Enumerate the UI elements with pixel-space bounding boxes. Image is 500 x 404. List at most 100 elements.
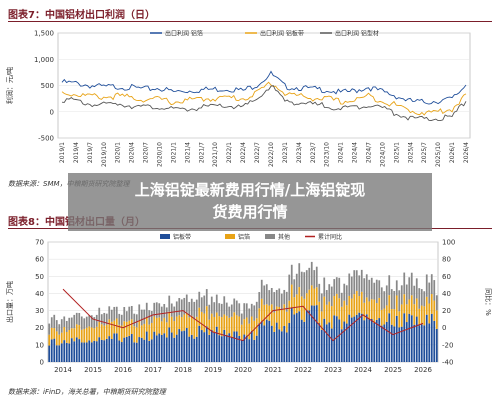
- bar-2: [380, 309, 383, 326]
- bar-3: [143, 309, 146, 324]
- bar-2: [80, 329, 83, 343]
- bar-2: [183, 314, 186, 331]
- bar-2: [320, 311, 323, 330]
- bar-3: [235, 300, 238, 316]
- bar-1: [215, 326, 218, 362]
- headline-line-1: 上海铝锭最新费用行情/上海铝锭现: [134, 181, 366, 199]
- bar-1: [335, 316, 338, 362]
- bar-3: [363, 278, 366, 303]
- bar-2: [173, 321, 176, 338]
- bar-1: [148, 340, 151, 362]
- bar-2: [178, 315, 181, 330]
- bar-1: [68, 343, 71, 362]
- bar-1: [390, 324, 393, 362]
- bar-3: [83, 318, 86, 329]
- bar-2: [65, 332, 68, 343]
- bar-3: [305, 270, 308, 294]
- bar-2: [170, 316, 173, 333]
- bar-1: [238, 335, 241, 362]
- bar-1: [348, 314, 351, 362]
- bar-3: [308, 267, 311, 290]
- y-axis-label: 利润：元/吨: [5, 67, 14, 104]
- bar-1: [175, 334, 178, 362]
- bar-3: [280, 293, 283, 310]
- bar-1: [330, 328, 333, 362]
- bar-3: [63, 316, 66, 328]
- bar-1: [200, 330, 203, 362]
- bar-1: [380, 325, 383, 362]
- bar-2: [195, 316, 198, 337]
- x-tick-label: 2024/1: [338, 142, 345, 163]
- bar-1: [180, 331, 183, 362]
- bar-2: [133, 326, 136, 343]
- x-tick-label: 2018: [174, 366, 192, 374]
- bar-1: [283, 325, 286, 362]
- bar-2: [138, 320, 141, 338]
- bar-2: [410, 295, 413, 316]
- bar-1: [133, 342, 136, 362]
- bar-3: [355, 270, 358, 291]
- bar-2: [168, 311, 171, 328]
- bar-3: [370, 277, 373, 300]
- bar-1: [373, 322, 376, 362]
- bar-3: [78, 312, 81, 326]
- bar-2: [163, 317, 166, 334]
- y-tick-label: 1,000: [34, 56, 54, 64]
- y-tick-label: 60: [35, 256, 44, 264]
- figure7-rule: [8, 21, 492, 22]
- bar-2: [203, 313, 206, 333]
- bar-2: [190, 315, 193, 335]
- bar-2: [155, 317, 158, 336]
- bar-1: [203, 332, 206, 362]
- bar-1: [433, 320, 436, 362]
- bar-2: [398, 311, 401, 328]
- bar-3: [93, 317, 96, 329]
- bar-1: [375, 319, 378, 362]
- bar-1: [285, 332, 288, 362]
- bar-1: [70, 338, 73, 362]
- figure7-title: 图表7：中国铝材出口利润（日）: [8, 10, 155, 21]
- bar-2: [253, 320, 256, 340]
- bar-3: [255, 301, 258, 319]
- bar-2: [208, 319, 211, 335]
- bar-2: [210, 313, 213, 330]
- bar-2: [150, 322, 153, 340]
- y-right-tick-label: -40: [442, 359, 453, 367]
- bar-1: [428, 323, 431, 362]
- y-tick-label: 1,500: [34, 30, 54, 38]
- x-tick-label: 2025/4: [407, 142, 414, 163]
- bar-2: [85, 327, 88, 343]
- bar-3: [283, 289, 286, 305]
- bar-1: [265, 319, 268, 362]
- bar-3: [170, 303, 173, 317]
- bar-2: [98, 322, 101, 338]
- bar-1: [125, 336, 128, 362]
- bar-2: [355, 290, 358, 315]
- bar-1: [325, 324, 328, 362]
- bar-1: [250, 330, 253, 362]
- bar-2: [388, 295, 391, 314]
- legend-label: 出口利润 铝型材: [335, 30, 379, 38]
- bar-1: [273, 331, 276, 362]
- bar-2: [233, 312, 236, 332]
- figure8-source: 数据来源：iFinD，海关总署，中粮期货研究院整理: [8, 388, 166, 396]
- x-tick-label: 2019/1: [59, 142, 66, 163]
- bar-2: [248, 323, 251, 340]
- bar-2: [395, 295, 398, 316]
- bar-1: [233, 331, 236, 362]
- bar-3: [388, 275, 391, 296]
- bar-2: [50, 327, 53, 340]
- y-right-axis-label: 同比：%: [484, 288, 493, 316]
- x-tick-label: 2020/10: [157, 142, 164, 167]
- y-right-tick-label: 40: [442, 290, 451, 298]
- bar-2: [135, 327, 138, 343]
- x-tick-label: 2022/4: [240, 142, 247, 163]
- bar-2: [218, 316, 221, 336]
- bar-3: [423, 291, 426, 307]
- bar-3: [318, 283, 321, 302]
- y-tick-label: 500: [41, 82, 54, 90]
- bar-3: [380, 287, 383, 310]
- bar-2: [350, 298, 353, 318]
- bar-2: [215, 312, 218, 327]
- bar-1: [395, 315, 398, 362]
